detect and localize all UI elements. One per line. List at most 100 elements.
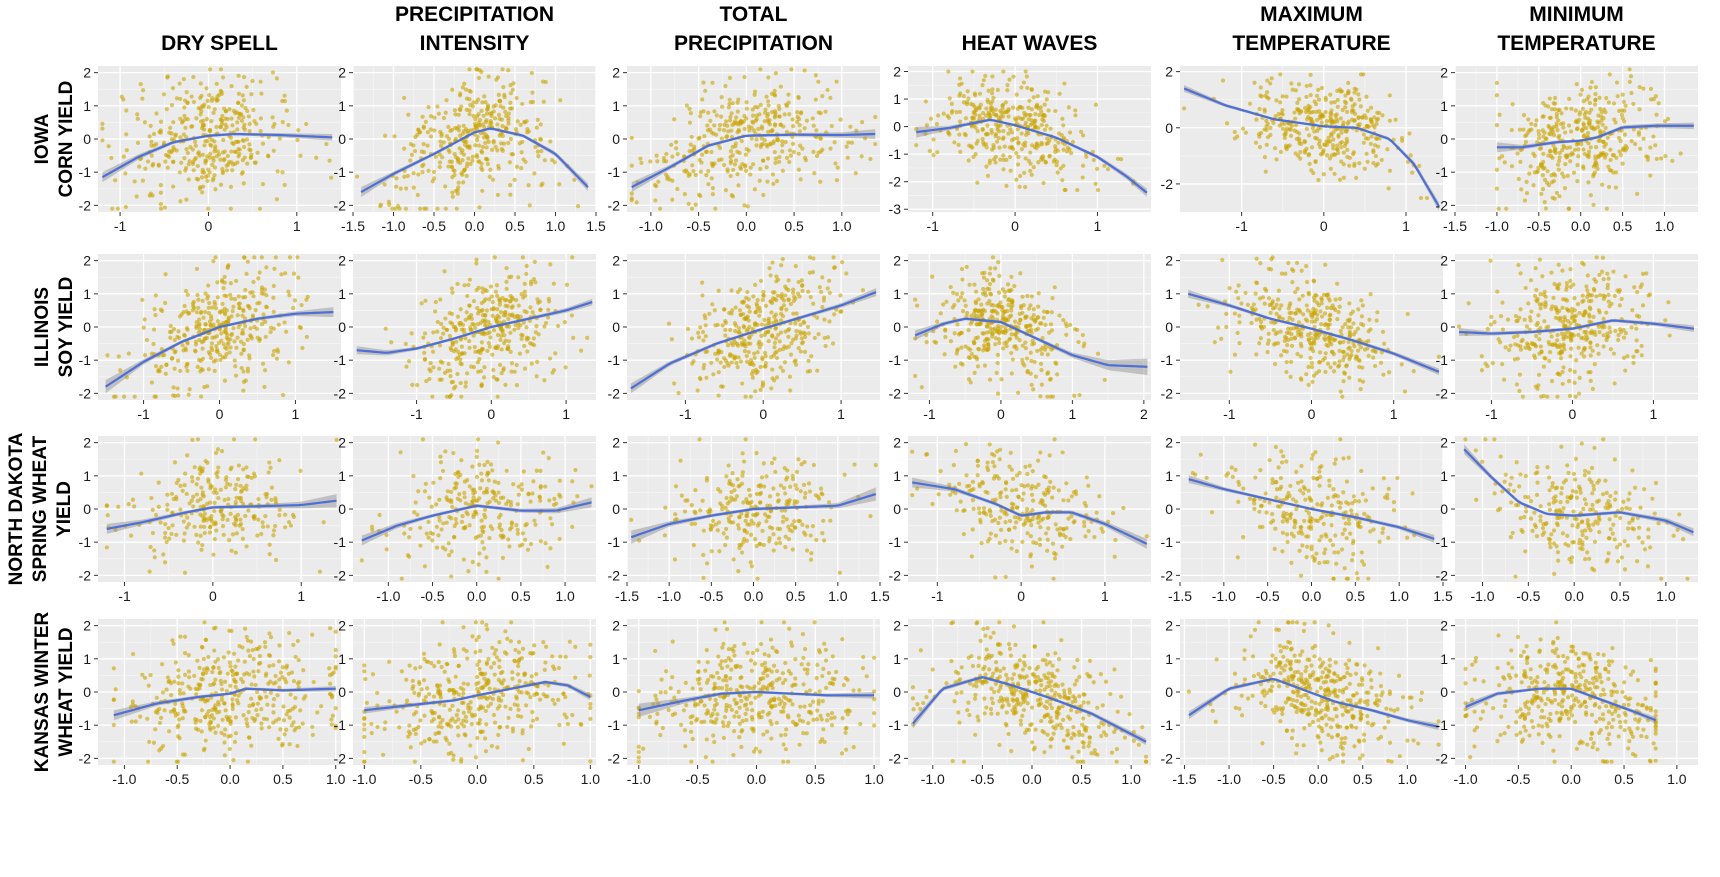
- data-point: [796, 279, 801, 285]
- data-point: [708, 118, 713, 123]
- data-point: [1498, 314, 1504, 319]
- data-point: [433, 309, 438, 314]
- data-point: [1040, 114, 1045, 119]
- data-point: [172, 337, 177, 343]
- data-point: [786, 344, 791, 349]
- data-point: [1637, 85, 1642, 90]
- data-point: [766, 99, 771, 104]
- data-point: [520, 333, 525, 338]
- data-point: [1058, 166, 1063, 171]
- data-point: [1614, 170, 1619, 175]
- data-point: [132, 179, 137, 184]
- x-tick-label: -1: [1223, 406, 1236, 422]
- data-point: [1377, 110, 1382, 116]
- data-point: [212, 335, 217, 340]
- data-point: [1594, 294, 1599, 299]
- data-point: [506, 316, 511, 322]
- data-point: [184, 135, 189, 140]
- data-point: [1356, 307, 1361, 312]
- data-point: [1539, 349, 1544, 354]
- data-point: [171, 385, 176, 390]
- data-point: [766, 75, 771, 80]
- data-point: [487, 174, 492, 179]
- data-point: [394, 184, 399, 189]
- data-point: [202, 384, 207, 390]
- data-point: [519, 166, 524, 171]
- data-point: [786, 297, 791, 302]
- data-point: [784, 129, 790, 135]
- data-point: [191, 159, 196, 165]
- data-point: [1548, 148, 1553, 153]
- data-point: [705, 128, 711, 133]
- data-point: [194, 320, 199, 325]
- data-point: [796, 95, 801, 101]
- data-point: [1061, 123, 1066, 128]
- data-point: [200, 170, 205, 175]
- data-point: [1637, 107, 1642, 112]
- data-point: [291, 271, 297, 276]
- data-point: [153, 364, 159, 369]
- data-point: [993, 154, 998, 159]
- data-point: [1374, 136, 1380, 141]
- data-point: [743, 394, 748, 399]
- smooth-line: [104, 310, 334, 388]
- data-point: [180, 343, 185, 348]
- data-point: [196, 330, 201, 335]
- data-point: [1303, 109, 1309, 114]
- data-point: [1527, 171, 1532, 176]
- data-point: [425, 143, 430, 148]
- data-point: [1536, 313, 1541, 318]
- data-point: [703, 149, 709, 154]
- data-point: [827, 319, 832, 324]
- data-point: [1592, 361, 1597, 367]
- data-point: [722, 122, 727, 127]
- data-point: [438, 359, 443, 364]
- data-point: [236, 91, 242, 96]
- data-point: [923, 99, 928, 104]
- data-point: [788, 321, 793, 326]
- data-point: [1510, 102, 1515, 107]
- data-point: [758, 102, 763, 107]
- data-point: [736, 129, 742, 134]
- data-point: [1544, 325, 1549, 330]
- data-point: [825, 286, 830, 291]
- data-point: [1249, 320, 1254, 326]
- data-point: [271, 326, 276, 331]
- data-point: [752, 92, 757, 97]
- data-point: [1337, 296, 1343, 301]
- data-point: [504, 279, 509, 284]
- data-point: [1002, 294, 1007, 299]
- data-point: [167, 329, 173, 335]
- data-point: [746, 349, 751, 355]
- data-point: [1028, 303, 1033, 308]
- data-point: [981, 78, 986, 83]
- data-point: [1601, 296, 1606, 302]
- data-point: [1558, 121, 1564, 127]
- data-point: [232, 297, 238, 302]
- data-point: [1343, 141, 1348, 146]
- data-point: [244, 84, 249, 89]
- data-point: [767, 122, 773, 127]
- data-point: [744, 146, 749, 152]
- x-tick-label: 0.0: [1571, 218, 1591, 234]
- data-point: [738, 359, 743, 364]
- data-point: [1093, 102, 1099, 107]
- data-point: [263, 334, 268, 339]
- data-point: [1571, 282, 1576, 287]
- data-point: [1257, 144, 1263, 150]
- data-point: [276, 322, 281, 327]
- data-point: [1292, 110, 1297, 115]
- data-point: [1648, 86, 1654, 91]
- y-tick-label: 0: [83, 319, 91, 335]
- data-point: [162, 560, 168, 565]
- data-point: [430, 394, 435, 399]
- data-point: [1328, 365, 1333, 370]
- data-point: [736, 355, 741, 360]
- data-point: [248, 326, 253, 331]
- data-point: [1308, 116, 1314, 121]
- data-point: [486, 139, 491, 145]
- data-point: [914, 126, 919, 132]
- data-point: [531, 336, 536, 341]
